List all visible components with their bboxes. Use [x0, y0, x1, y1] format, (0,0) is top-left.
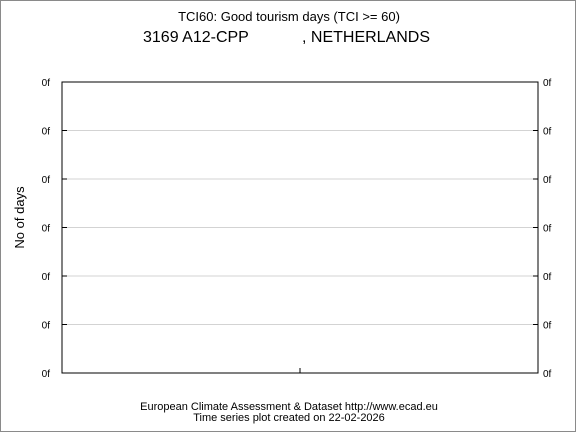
y-tick-label-left: 0f	[42, 272, 51, 283]
y-tick-label-right: 0f	[543, 175, 552, 186]
y-tick-label-left: 0f	[42, 321, 51, 332]
y-tick-label-right: 0f	[543, 369, 552, 380]
station-id-label: 3169 A12-CPP	[143, 29, 249, 46]
y-tick-label-right: 0f	[543, 321, 552, 332]
y-tick-label-right: 0f	[543, 78, 552, 89]
footer-source: European Climate Assessment & Dataset ht…	[140, 401, 438, 413]
chart-title: TCI60: Good tourism days (TCI >= 60)	[178, 9, 400, 24]
station-country-label: , NETHERLANDS	[302, 29, 431, 46]
y-tick-label-left: 0f	[42, 175, 51, 186]
y-axis-label: No of days	[12, 186, 27, 249]
y-tick-label-right: 0f	[543, 224, 552, 235]
y-tick-label-left: 0f	[42, 369, 51, 380]
y-tick-label-right: 0f	[543, 127, 552, 138]
y-tick-label-left: 0f	[42, 224, 51, 235]
y-tick-label-right: 0f	[543, 272, 552, 283]
y-tick-label-left: 0f	[42, 127, 51, 138]
y-tick-label-left: 0f	[42, 78, 51, 89]
footer-created-date: Time series plot created on 22-02-2026	[193, 412, 385, 424]
